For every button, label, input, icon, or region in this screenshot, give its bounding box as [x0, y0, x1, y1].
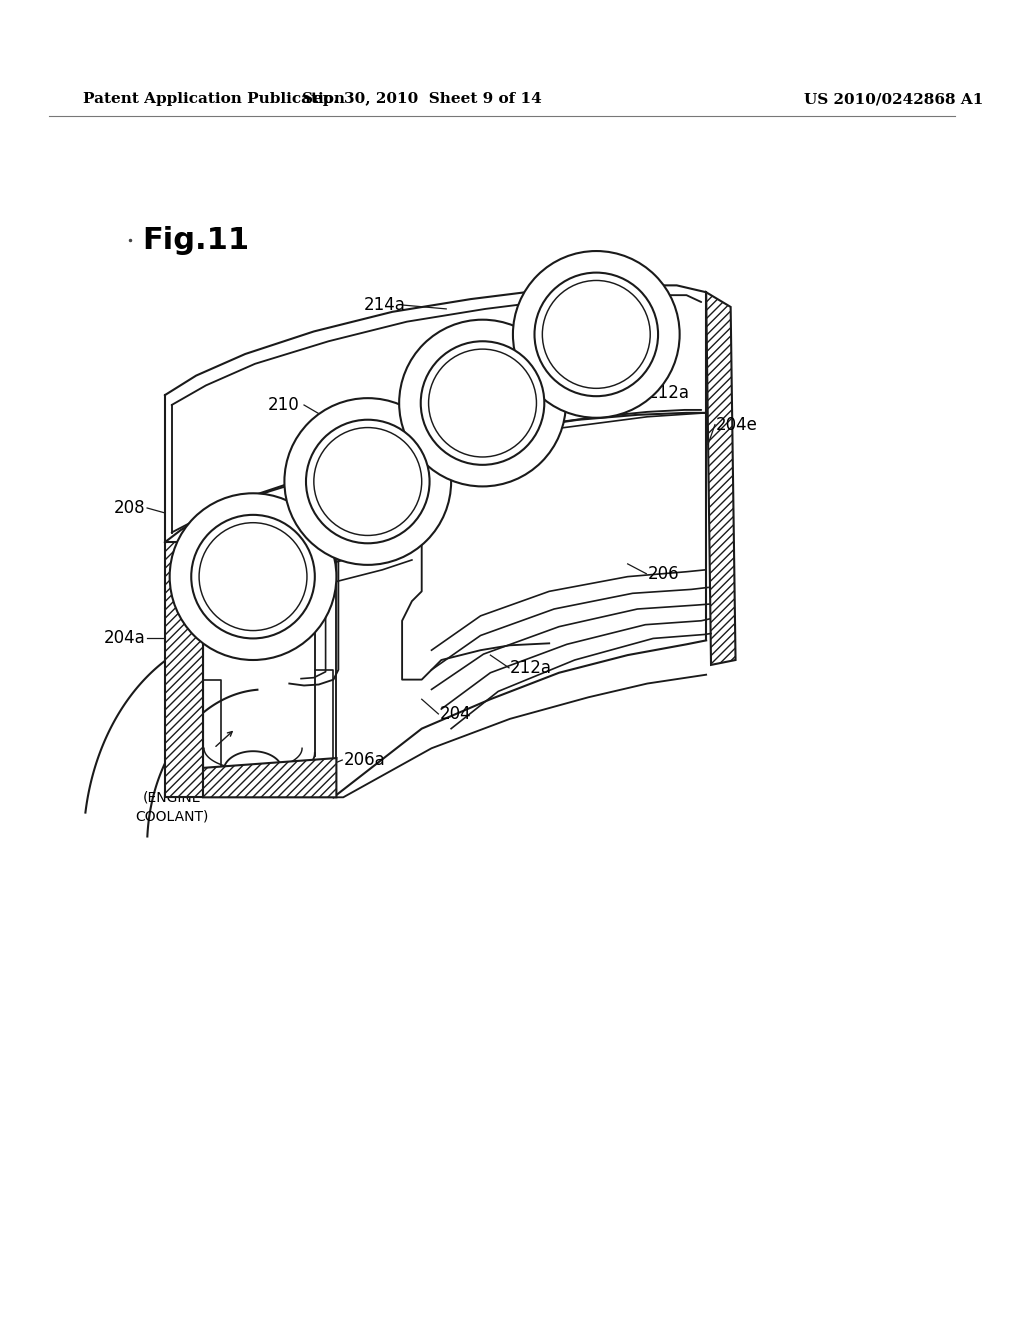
Text: 204d: 204d	[232, 573, 274, 590]
Text: Patent Application Publication: Patent Application Publication	[83, 92, 345, 106]
Text: 204e: 204e	[716, 416, 758, 434]
Polygon shape	[203, 758, 337, 797]
Text: 206: 206	[647, 565, 679, 582]
Text: 214a: 214a	[364, 296, 406, 314]
Text: 208: 208	[114, 499, 145, 517]
Text: 206a: 206a	[343, 751, 385, 770]
Circle shape	[285, 399, 452, 565]
Circle shape	[306, 420, 429, 544]
Circle shape	[170, 494, 337, 660]
Text: 204: 204	[439, 705, 471, 723]
Circle shape	[191, 515, 314, 639]
Text: COOLANT): COOLANT)	[135, 810, 208, 824]
Circle shape	[399, 319, 566, 486]
Text: (ENGINE: (ENGINE	[142, 791, 201, 804]
Circle shape	[421, 342, 545, 465]
Text: US 2010/0242868 A1: US 2010/0242868 A1	[804, 92, 984, 106]
Text: 210: 210	[267, 396, 299, 414]
Circle shape	[535, 273, 658, 396]
Text: 212a: 212a	[647, 384, 689, 403]
Text: 204a: 204a	[103, 630, 145, 647]
Polygon shape	[707, 292, 735, 665]
Polygon shape	[165, 543, 203, 797]
Text: 212a: 212a	[510, 659, 552, 677]
Circle shape	[513, 251, 680, 417]
Text: Fig.11: Fig.11	[142, 226, 249, 255]
Text: Sep. 30, 2010  Sheet 9 of 14: Sep. 30, 2010 Sheet 9 of 14	[302, 92, 542, 106]
